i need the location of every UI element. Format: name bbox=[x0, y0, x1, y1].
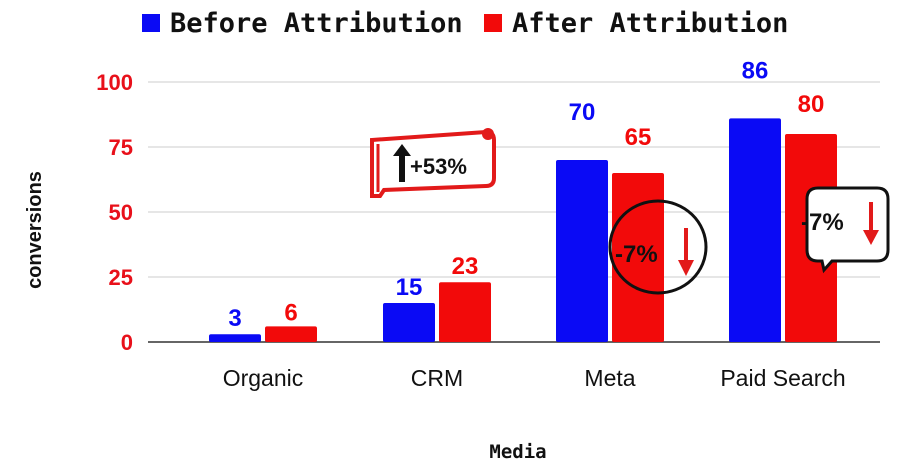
y-tick-label: 100 bbox=[96, 70, 133, 95]
x-tick-label: Organic bbox=[223, 365, 304, 391]
bar-before-crm bbox=[383, 303, 435, 342]
legend-swatch-after bbox=[484, 14, 502, 32]
annotation-crm-increase: +53% bbox=[370, 128, 496, 198]
bar-before-meta bbox=[556, 160, 608, 342]
legend-swatch-before bbox=[142, 14, 160, 32]
down-arrow-icon bbox=[863, 202, 879, 245]
bar-before-paid-search bbox=[729, 118, 781, 343]
data-label: 23 bbox=[452, 253, 479, 280]
data-label: 65 bbox=[625, 124, 652, 151]
legend-label-before: Before Attribution bbox=[170, 8, 463, 39]
data-labels: 3 6 15 23 70 65 86 80 bbox=[228, 57, 824, 332]
bar-after-crm bbox=[439, 282, 491, 342]
data-label: 3 bbox=[228, 305, 241, 332]
bar-after-organic bbox=[265, 326, 317, 342]
y-tick-labels: 0 25 50 75 100 bbox=[96, 70, 133, 355]
annotation-ellipse bbox=[608, 199, 708, 295]
data-label: 6 bbox=[284, 299, 297, 326]
y-tick-label: 50 bbox=[109, 200, 133, 225]
annotation-paid-search-decrease: -7% bbox=[801, 186, 890, 274]
bars bbox=[209, 118, 837, 343]
x-tick-label: Meta bbox=[584, 365, 635, 391]
data-label: 15 bbox=[396, 274, 423, 301]
x-tick-labels: Organic CRM Meta Paid Search bbox=[223, 365, 846, 391]
x-tick-label: CRM bbox=[411, 365, 463, 391]
legend-label-after: After Attribution bbox=[512, 8, 788, 39]
legend: Before Attribution After Attribution bbox=[142, 8, 788, 39]
annotation-meta-text: -7% bbox=[615, 241, 658, 268]
bar-before-organic bbox=[209, 334, 261, 342]
annotation-paid-search-text: -7% bbox=[801, 209, 844, 236]
data-label: 70 bbox=[569, 99, 596, 126]
data-label: 86 bbox=[742, 57, 769, 84]
annotation-meta-decrease: -7% bbox=[608, 199, 708, 295]
callout-bubble bbox=[805, 186, 890, 274]
y-tick-label: 0 bbox=[121, 330, 133, 355]
down-arrow-icon bbox=[678, 228, 694, 276]
x-axis-title: Media bbox=[489, 441, 546, 463]
y-tick-label: 75 bbox=[109, 135, 133, 160]
y-tick-label: 25 bbox=[109, 265, 133, 290]
y-axis-title: conversions bbox=[24, 171, 46, 289]
up-arrow-icon bbox=[393, 144, 411, 182]
data-label: 80 bbox=[798, 91, 825, 118]
x-tick-label: Paid Search bbox=[720, 365, 845, 391]
scroll-curl bbox=[482, 128, 494, 140]
annotation-crm-text: +53% bbox=[410, 154, 467, 179]
